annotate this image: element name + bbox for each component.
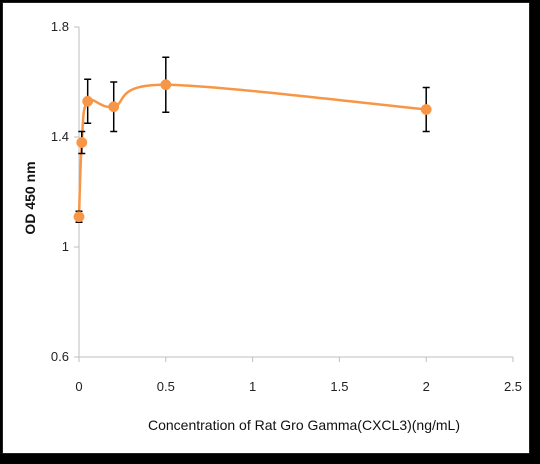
data-point — [160, 79, 172, 91]
x-tick-label: 1.5 — [330, 379, 348, 394]
chart-frame: 0.6 1 1.4 1.8 0 0.5 1 1.5 2 2.5 Concentration of … — [3, 3, 529, 453]
chart: 0.6 1 1.4 1.8 0 0.5 1 1.5 2 2.5 Concentration of … — [22, 19, 522, 433]
x-tick-label: 2 — [423, 379, 430, 394]
tick-labels: 0.6 1 1.4 1.8 0 0.5 1 1.5 2 2.5 — [51, 19, 522, 394]
y-tick-label: 0.6 — [51, 349, 69, 364]
x-tick-label: 1 — [249, 379, 256, 394]
data-point — [108, 101, 120, 113]
y-tick-label: 1 — [62, 239, 69, 254]
x-tick-label: 2.5 — [504, 379, 522, 394]
data-point — [76, 137, 88, 148]
x-tick-label: 0 — [75, 379, 82, 394]
plot-area — [73, 56, 432, 223]
data-point — [82, 95, 94, 107]
y-tick-label: 1.4 — [51, 129, 69, 144]
x-axis-title: Concentration of Rat Gro Gamma(CXCL3)(ng… — [148, 417, 460, 433]
axes — [74, 26, 514, 362]
y-tick-label: 1.8 — [51, 19, 69, 34]
data-point — [420, 104, 432, 115]
x-tick-label: 0.5 — [157, 379, 175, 394]
series-line — [77, 83, 427, 217]
data-point — [73, 211, 85, 223]
y-axis-title: OD 450 nm — [22, 161, 38, 234]
